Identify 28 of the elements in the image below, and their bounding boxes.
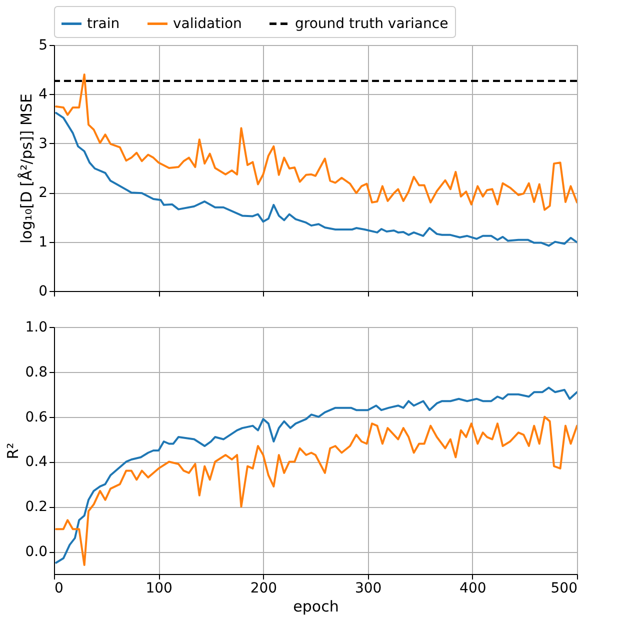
x-tick-label: 400	[460, 580, 486, 596]
y-tick-label: 1	[38, 234, 48, 250]
y-axis-title: R²	[4, 442, 22, 460]
y-tick-label: 4	[38, 86, 48, 103]
y-tick-label: 0.6	[25, 409, 48, 426]
x-tick-label: 500	[550, 580, 578, 596]
line-series	[55, 416, 577, 566]
y-tick-label: 2	[38, 185, 48, 202]
legend-label: ground truth variance	[295, 16, 448, 32]
y-tick-label: 0.0	[25, 544, 48, 560]
x-tick-label: 100	[146, 580, 172, 596]
y-tick-label: 0.4	[25, 454, 48, 470]
x-tick-label: 300	[354, 580, 382, 596]
y-tick-label: 5	[38, 38, 48, 54]
x-axis-title: epoch	[293, 598, 339, 616]
line-series	[55, 74, 577, 211]
y-tick-label: 1.0	[25, 320, 48, 336]
y-axis-title: log₁₀[D [Å²/ps]] MSE	[18, 94, 36, 244]
x-tick-label: 0	[54, 580, 64, 596]
y-tick-label: 0.2	[25, 499, 48, 516]
y-tick-label: 0	[38, 284, 48, 300]
line-series	[55, 386, 577, 564]
x-tick-label: 200	[250, 580, 278, 596]
y-tick-label: 3	[38, 136, 48, 152]
line-series	[55, 112, 577, 247]
legend-label: train	[87, 16, 120, 32]
legend-label: validation	[173, 16, 242, 32]
y-tick-label: 0.8	[25, 364, 48, 380]
